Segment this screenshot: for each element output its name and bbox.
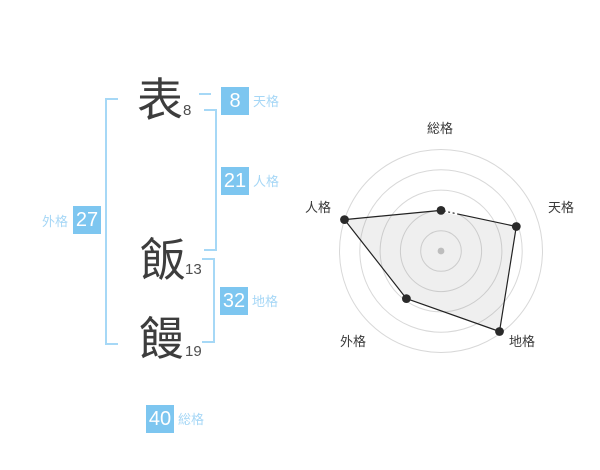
gaikaku-label: 外格 [42, 214, 69, 229]
stroke-count-2: 13 [185, 261, 202, 278]
jinkaku-label: 人格 [253, 174, 280, 189]
stroke-count-3: 19 [185, 343, 202, 360]
radar-axis-label-chikaku: 地格 [509, 334, 536, 349]
gaikaku-bracket [105, 98, 118, 345]
tenkaku-label: 天格 [253, 94, 280, 109]
stroke-count-1: 8 [183, 102, 192, 119]
name-character-2: 飯 [140, 234, 186, 286]
soukaku-label: 総格 [178, 412, 205, 427]
tenkaku-tick [199, 93, 211, 95]
jinkaku-bracket [204, 109, 217, 251]
jinkaku-value-box: 21 [221, 167, 249, 195]
chikaku-bracket [202, 258, 215, 343]
radar-axis-label-tenkaku: 天格 [548, 200, 575, 215]
soukaku-value-box: 40 [146, 405, 174, 433]
radar-axis-label-jinkaku: 人格 [305, 200, 332, 215]
gaikaku-value-box: 27 [73, 206, 101, 234]
name-character-3: 饅 [138, 313, 184, 365]
name-character-1: 表 [137, 74, 183, 126]
radar-axis-label-soukaku: 総格 [427, 121, 454, 136]
radar-axis-label-gaikaku: 外格 [340, 334, 367, 349]
chikaku-value-box: 32 [220, 287, 248, 315]
chikaku-label: 地格 [252, 294, 279, 309]
tenkaku-value-box: 8 [221, 87, 249, 115]
